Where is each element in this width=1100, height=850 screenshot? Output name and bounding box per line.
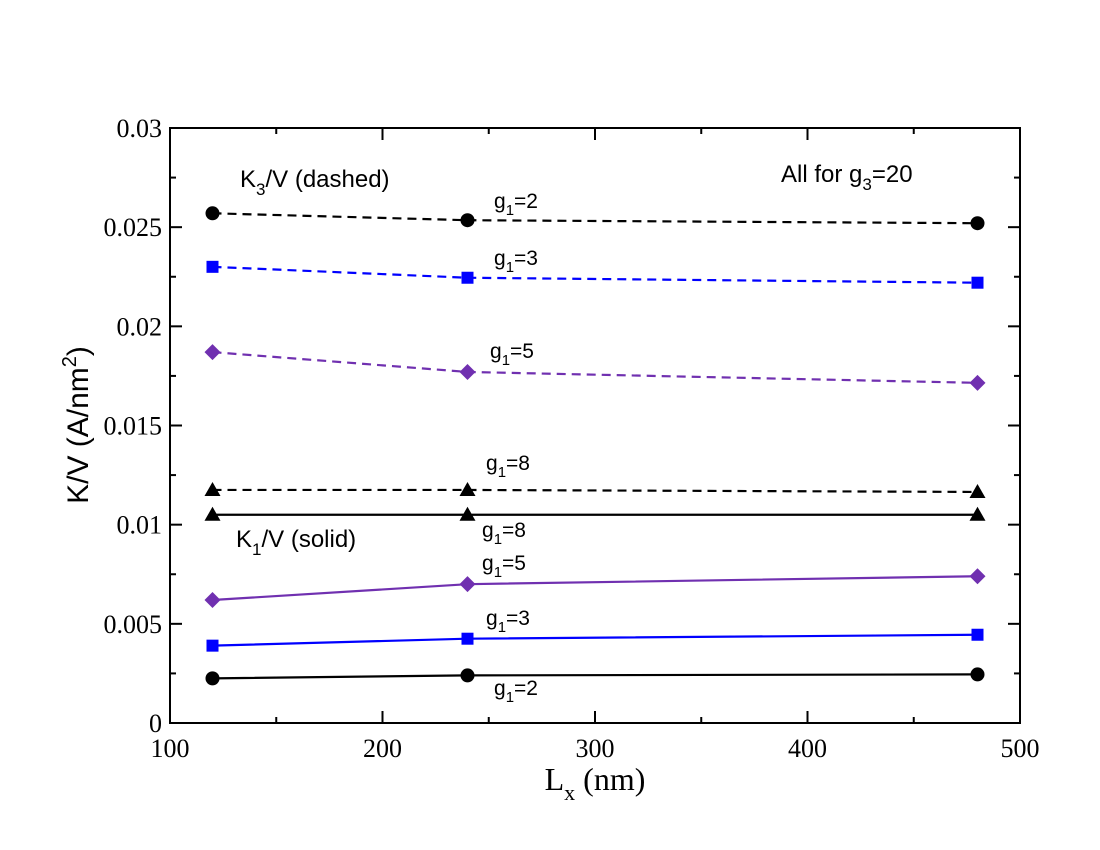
marker-k3-g1-2 [205, 206, 220, 221]
y-axis-label-close: ) [62, 346, 95, 356]
marker-k1-g1-3 [461, 632, 474, 645]
marker-k3-g1-5 [204, 344, 221, 361]
annotation-k1-sub: 1 [252, 540, 261, 559]
marker-k1-g1-3 [206, 639, 219, 652]
series-label-k3-g1-2: g1=2 [494, 190, 538, 219]
y-tick-label: 0.01 [117, 511, 163, 540]
marker-k1-g1-8 [459, 506, 476, 521]
marker-k3-g1-8 [969, 483, 986, 498]
annotation-k3-rest: /V (dashed) [265, 166, 389, 193]
series-label-k1-g1-5: g1=5 [482, 552, 526, 581]
marker-k3-g1-5 [459, 363, 476, 380]
annotation-k3: K3/V (dashed) [240, 166, 390, 199]
y-axis-label-sup: 2 [59, 356, 81, 367]
marker-k1-g1-3 [971, 628, 984, 641]
y-tick-label: 0.02 [117, 312, 163, 341]
x-tick-label: 100 [151, 734, 190, 763]
annotation-k1: K1/V (solid) [236, 526, 356, 559]
tick-labels: 100 200 300 400 500 0 0.005 0.01 0.015 0.02 0.025 0… [104, 114, 1040, 763]
marker-k1-g1-2 [460, 668, 475, 683]
annotation-main: All for g3=20 [781, 161, 913, 194]
marker-k3-g1-3 [971, 276, 984, 289]
series-markers [204, 206, 986, 686]
x-axis-label-sub: x [564, 780, 575, 805]
marker-k1-g1-5 [459, 576, 476, 593]
y-tick-label: 0 [149, 709, 162, 738]
y-axis-label-main: K/V (A/nm [62, 367, 95, 504]
x-axis-label-main: L [545, 761, 565, 797]
series-label-k3-g1-3: g1=3 [494, 247, 538, 276]
marker-k1-g1-2 [205, 671, 220, 686]
x-tick-label: 300 [576, 734, 615, 763]
x-axis-label: Lx (nm) [545, 761, 646, 805]
marker-k3-g1-5 [969, 374, 986, 391]
annotation-k3-sub: 3 [256, 180, 265, 199]
marker-k1-g1-5 [969, 568, 986, 585]
series-label-k1-g1-3: g1=3 [486, 607, 530, 636]
annotation-main-sub: 3 [862, 175, 871, 194]
annotation-main-text: All for g [781, 161, 862, 188]
series-label-k1-g1-2: g1=2 [494, 677, 538, 706]
marker-k3-g1-8 [459, 481, 476, 496]
y-tick-label: 0.005 [104, 610, 163, 639]
series-label-k1-g1-8: g1=8 [482, 519, 526, 548]
marker-k3-g1-3 [206, 260, 219, 273]
marker-k3-g1-3 [461, 271, 474, 284]
marker-k1-g1-2 [970, 667, 985, 682]
series-label-k3-g1-8: g1=8 [486, 452, 530, 481]
marker-k3-g1-2 [460, 213, 475, 228]
series-labels: g1=2 g1=3 g1=5 g1=8 g1=8 g1=5 g1=3 g1=2 [482, 190, 538, 706]
annotation-k3-text: K [240, 166, 256, 193]
plot-frame [169, 127, 1021, 724]
marker-k1-g1-8 [969, 506, 986, 521]
y-tick-label: 0.025 [104, 213, 163, 242]
marker-k3-g1-2 [970, 216, 985, 231]
y-axis-label: K/V (A/nm2) [59, 346, 95, 504]
y-tick-label: 0.015 [104, 412, 163, 441]
marker-k3-g1-8 [204, 481, 221, 496]
series-label-k3-g1-5: g1=5 [490, 340, 534, 369]
x-tick-label: 200 [363, 734, 402, 763]
marker-k1-g1-5 [204, 592, 221, 609]
annotation-k1-rest: /V (solid) [261, 526, 356, 553]
y-tick-label: 0.03 [117, 114, 163, 143]
x-axis-label-unit: (nm) [583, 761, 645, 797]
x-tick-label: 500 [1001, 734, 1040, 763]
x-tick-label: 400 [788, 734, 827, 763]
annotation-main-rest: =20 [872, 161, 913, 188]
annotation-k1-text: K [236, 526, 252, 553]
marker-k1-g1-8 [204, 506, 221, 521]
